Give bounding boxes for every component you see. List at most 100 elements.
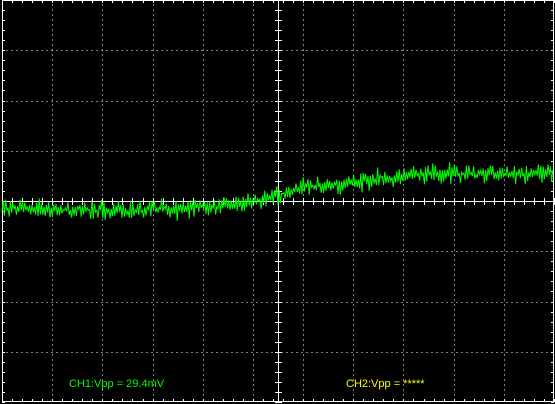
grid-dot — [102, 154, 103, 156]
grid-dot — [403, 329, 404, 331]
grid-dot — [81, 352, 83, 353]
grid-dot — [76, 151, 78, 152]
grid-dot — [253, 19, 254, 21]
grid-dot — [303, 269, 304, 271]
grid-dot — [153, 74, 154, 76]
grid-dot — [546, 251, 548, 252]
grid-dot — [471, 302, 473, 303]
grid-dot — [203, 179, 204, 181]
grid-dot — [56, 101, 58, 102]
grid-dot — [401, 151, 403, 152]
grid-dot — [181, 352, 183, 353]
grid-dot — [81, 302, 83, 303]
grid-dot — [356, 352, 358, 353]
grid-dot — [403, 284, 404, 286]
grid-dot — [76, 101, 78, 102]
grid-dot — [236, 302, 238, 303]
grid-dot — [451, 101, 453, 102]
grid-dot — [203, 339, 204, 341]
grid-dot — [546, 352, 548, 353]
grid-dot — [153, 254, 154, 256]
grid-dot — [176, 151, 178, 152]
grid-dot — [101, 151, 103, 152]
grid-dot — [16, 302, 18, 303]
grid-dot — [471, 50, 473, 51]
grid-dot — [153, 304, 154, 306]
grid-dot — [203, 44, 204, 46]
grid-dot — [131, 151, 133, 152]
grid-dot — [471, 151, 473, 152]
grid-dot — [203, 279, 204, 281]
grid-dot — [541, 302, 543, 303]
grid-dot — [301, 151, 303, 152]
grid-dot — [41, 251, 43, 252]
grid-dot — [403, 154, 404, 156]
grid-dot — [146, 101, 148, 102]
grid-dot — [52, 369, 53, 371]
grid-dot — [52, 124, 53, 126]
grid-dot — [403, 164, 404, 166]
grid-dot — [536, 50, 538, 51]
grid-dot — [403, 389, 404, 391]
grid-dot — [401, 302, 403, 303]
grid-dot — [153, 184, 154, 186]
grid-dot — [303, 359, 304, 361]
grid-dot — [102, 9, 103, 11]
grid-dot — [431, 352, 433, 353]
grid-dot — [203, 169, 204, 171]
grid-dot — [203, 104, 204, 106]
grid-dot — [203, 329, 204, 331]
grid-dot — [52, 359, 53, 361]
grid-dot — [251, 101, 253, 102]
grid-dot — [454, 364, 455, 366]
grid-dot — [454, 104, 455, 106]
grid-dot — [102, 34, 103, 36]
grid-dot — [203, 354, 204, 356]
grid-dot — [203, 304, 204, 306]
grid-dot — [253, 139, 254, 141]
grid-dot — [71, 302, 73, 303]
grid-dot — [203, 159, 204, 161]
grid-dot — [203, 144, 204, 146]
grid-dot — [486, 151, 488, 152]
grid-dot — [403, 244, 404, 246]
grid-dot — [496, 50, 498, 51]
grid-dot — [102, 174, 103, 176]
grid-dot — [504, 104, 505, 106]
grid-dot — [496, 101, 498, 102]
grid-dot — [426, 352, 428, 353]
grid-dot — [403, 229, 404, 231]
grid-dot — [52, 54, 53, 56]
grid-dot — [153, 209, 154, 211]
grid-dot — [253, 194, 254, 196]
grid-dot — [403, 274, 404, 276]
grid-dot — [521, 251, 523, 252]
grid-dot — [303, 239, 304, 241]
grid-dot — [203, 74, 204, 76]
grid-dot — [353, 319, 354, 321]
grid-dot — [52, 379, 53, 381]
grid-dot — [366, 251, 368, 252]
grid-dot — [91, 50, 93, 51]
grid-dot — [191, 50, 193, 51]
grid-dot — [456, 352, 458, 353]
grid-dot — [506, 251, 508, 252]
grid-dot — [303, 4, 304, 6]
grid-dot — [102, 249, 103, 251]
grid-dot — [203, 214, 204, 216]
grid-dot — [454, 179, 455, 181]
grid-dot — [353, 9, 354, 11]
grid-dot — [531, 352, 533, 353]
grid-dot — [253, 184, 254, 186]
grid-dot — [526, 302, 528, 303]
grid-dot — [303, 49, 304, 51]
grid-dot — [516, 101, 518, 102]
grid-dot — [403, 14, 404, 16]
grid-dot — [66, 352, 68, 353]
grid-dot — [504, 294, 505, 296]
grid-dot — [253, 234, 254, 236]
grid-dot — [303, 299, 304, 301]
grid-dot — [153, 314, 154, 316]
grid-dot — [466, 151, 468, 152]
grid-dot — [52, 99, 53, 101]
